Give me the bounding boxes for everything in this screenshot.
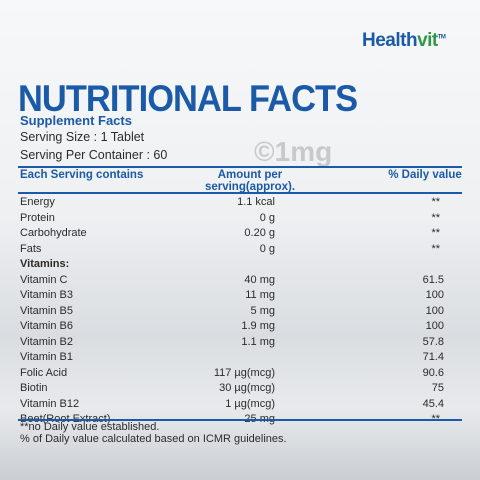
amount-cell: 1.1 mg <box>241 335 275 348</box>
title: NUTRITIONAL FACTS <box>18 78 358 119</box>
amount-cell: 1 µg(mcg) <box>225 397 275 410</box>
watermark: ©1mg <box>254 136 333 167</box>
row-label: Carbohydrate <box>20 227 87 239</box>
row-label: Biotin <box>20 382 48 394</box>
rule <box>18 166 462 168</box>
header-cell: Each Serving contains <box>20 169 144 181</box>
daily-value-cell: 100 <box>425 304 444 317</box>
daily-value-cell: ** <box>431 227 440 239</box>
row-label: Protein <box>20 211 55 224</box>
row-label: Vitamin B6 <box>20 320 73 332</box>
row-label: Vitamin B12 <box>20 397 80 410</box>
daily-value-cell: 45.4 <box>422 397 444 410</box>
row-label: Folic Acid <box>20 366 68 379</box>
row-label: Vitamin B3 <box>20 289 73 301</box>
footnote: % of Daily value calculated based on ICM… <box>20 433 287 445</box>
amount-cell: 30 µg(mcg) <box>219 382 275 394</box>
servings-per-container: Serving Per Container : 60 <box>20 148 168 162</box>
row-label: Fats <box>20 242 42 255</box>
amount-cell: 11 mg <box>245 289 275 301</box>
daily-value-cell: ** <box>431 211 440 224</box>
row-label: Energy <box>20 196 55 208</box>
brand-logo: HealthvitTM <box>362 30 446 52</box>
header-cell: % Daily value <box>388 169 462 181</box>
daily-value-cell: 90.6 <box>422 366 444 379</box>
daily-value-cell: ** <box>431 196 440 208</box>
amount-cell: 0 g <box>259 242 275 255</box>
amount-cell: 40 mg <box>244 273 275 286</box>
rule <box>18 192 462 194</box>
daily-value-cell: 75 <box>431 382 444 394</box>
daily-value-cell: 100 <box>425 320 444 332</box>
row-label: Vitamins: <box>20 258 70 270</box>
brand-name: Health <box>362 30 418 51</box>
row-label: Vitamin B2 <box>20 335 73 348</box>
amount-cell: 1.9 mg <box>241 320 275 332</box>
brand-name-suffix: vit <box>417 30 438 51</box>
daily-value-cell: 61.5 <box>422 273 444 286</box>
footnote: **no Daily value established. <box>20 421 160 433</box>
amount-cell: 117 µg(mcg) <box>213 366 275 379</box>
daily-value-cell: 57.8 <box>422 335 444 348</box>
amount-cell: 1.1 kcal <box>237 196 275 208</box>
daily-value-cell: ** <box>431 242 440 255</box>
amount-cell: 0 g <box>259 211 275 224</box>
subtitle: Supplement Facts <box>20 113 132 128</box>
row-label: Vitamin B1 <box>20 351 73 363</box>
row-label: Vitamin B5 <box>20 304 73 317</box>
serving-size: Serving Size : 1 Tablet <box>20 130 145 144</box>
header-cell: Amount per serving(approx). <box>204 169 296 193</box>
daily-value-cell: 100 <box>425 289 444 301</box>
amount-cell: 0.20 g <box>244 227 275 239</box>
amount-cell: 5 mg <box>250 304 275 317</box>
row-label: Vitamin C <box>20 273 68 286</box>
daily-value-cell: 71.4 <box>422 351 444 363</box>
rule <box>18 419 462 421</box>
trademark: TM <box>437 34 446 41</box>
